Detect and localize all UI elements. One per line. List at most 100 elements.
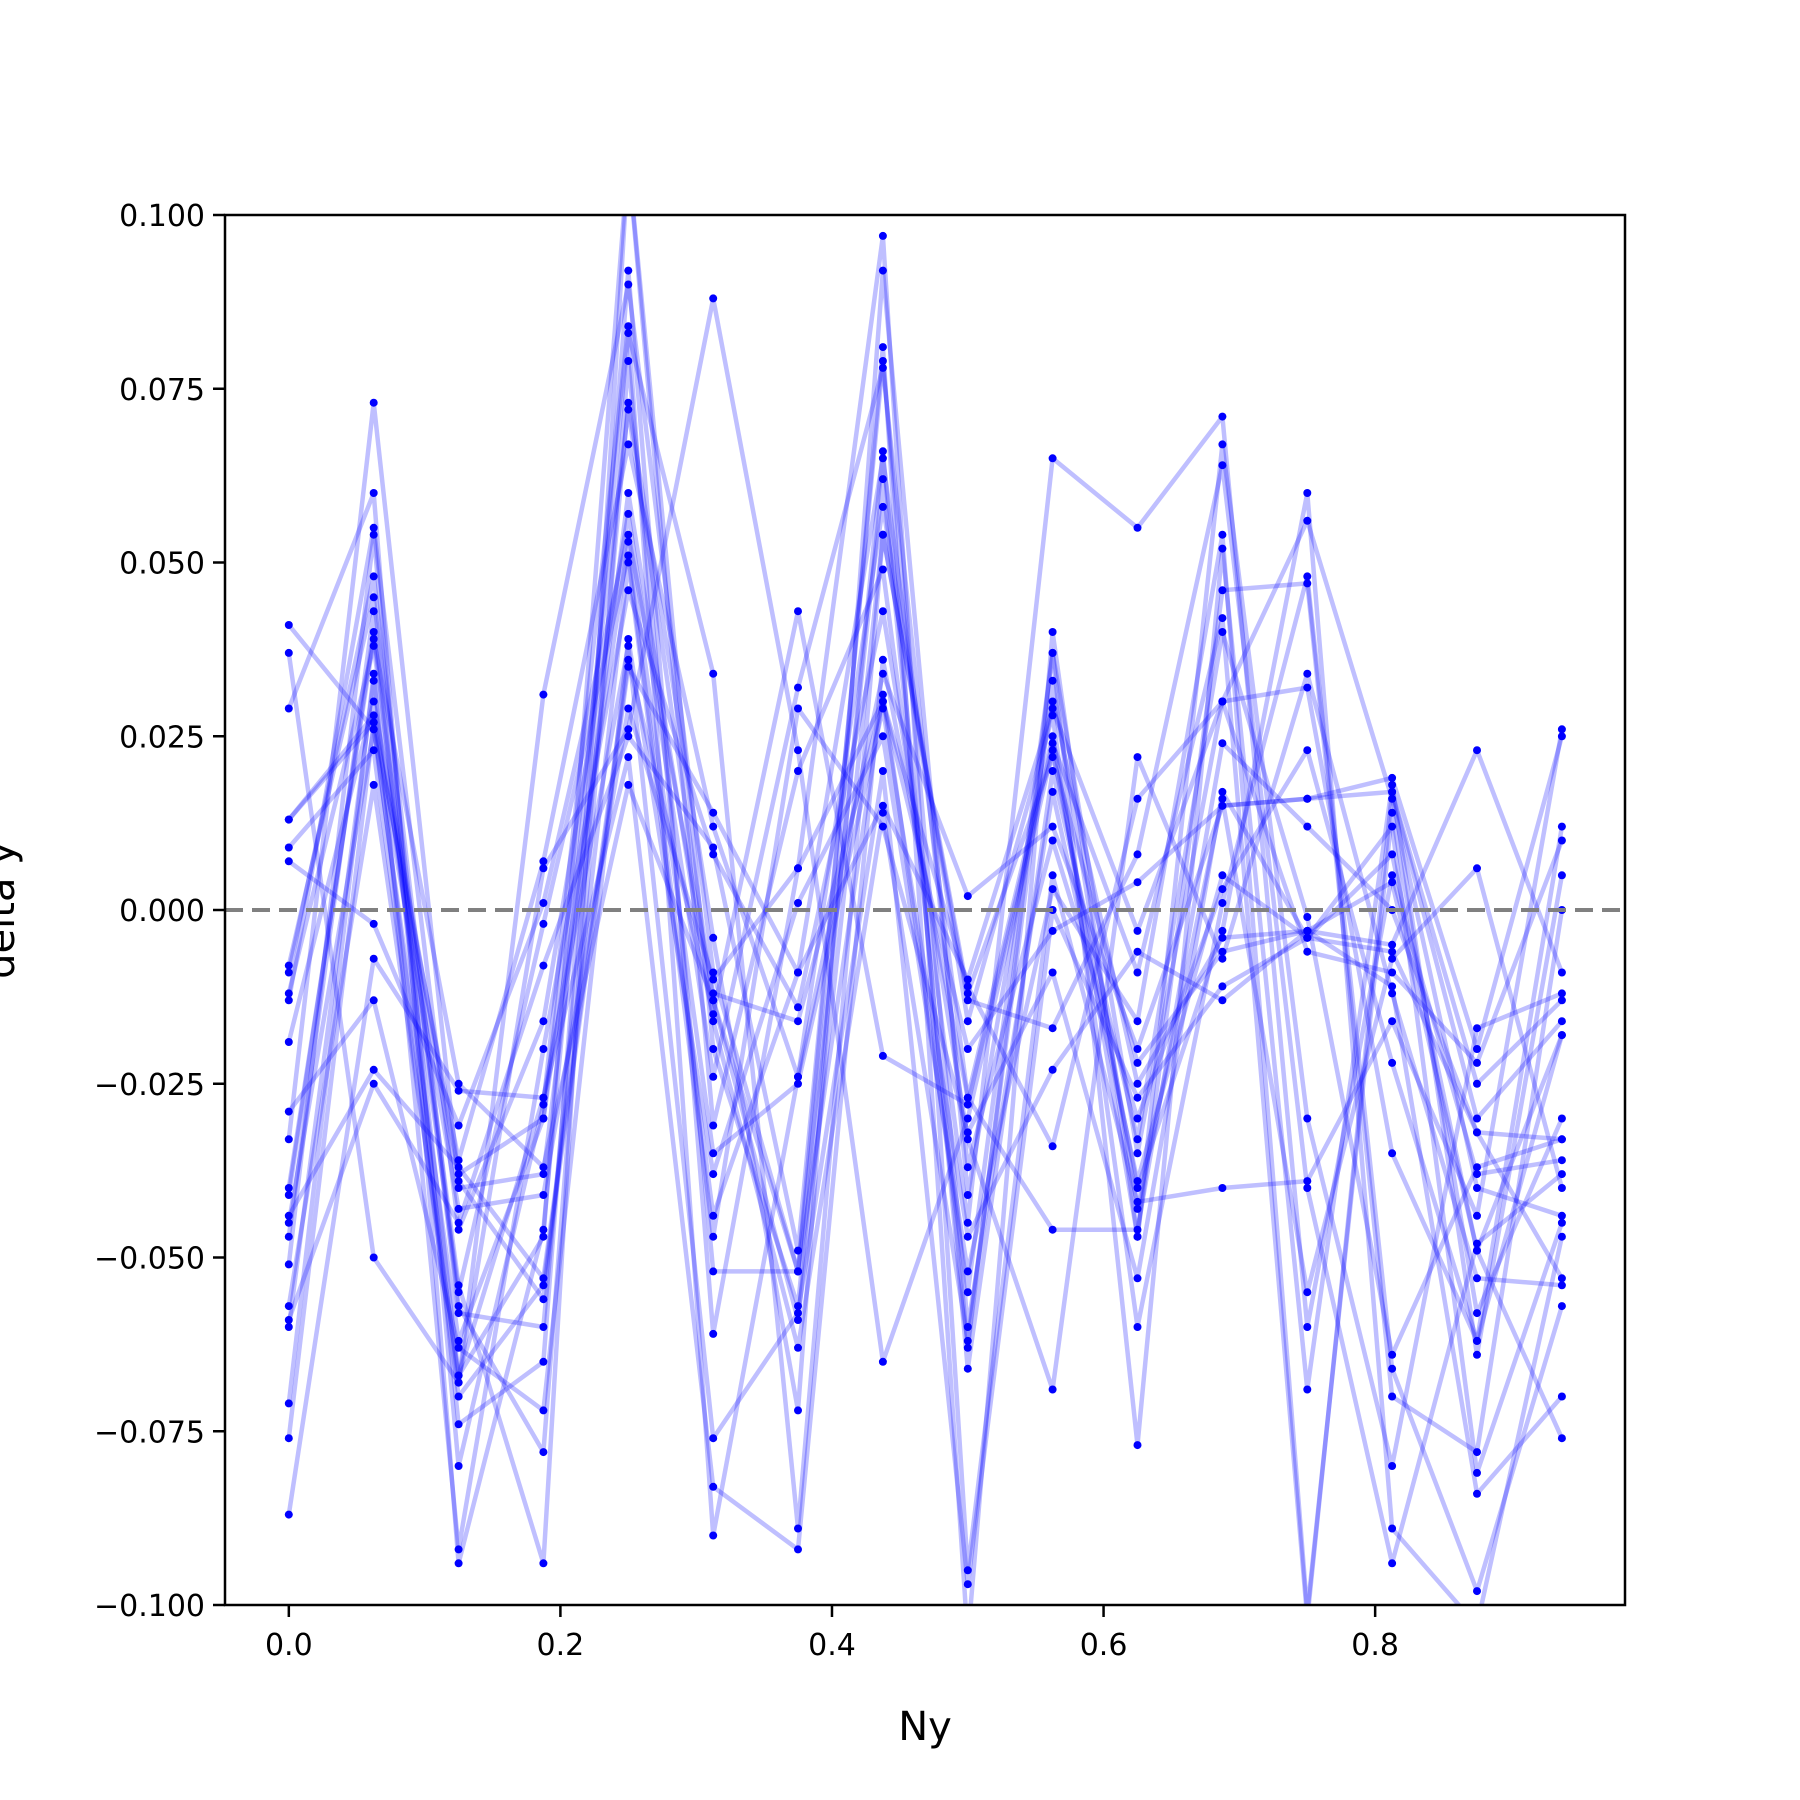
data-point [963,1267,972,1276]
data-point [709,1072,718,1081]
data-point [369,641,378,650]
data-point [1048,732,1057,741]
series-5-line [287,442,1565,1163]
data-point [284,1218,293,1227]
series-8-line [286,268,1565,1413]
data-point [963,1343,972,1352]
data-point [1048,836,1057,845]
data-point [284,648,293,657]
y-tick-label: −0.100 [94,1589,205,1624]
data-point [963,1288,972,1297]
data-point [794,1267,802,1276]
data-point [1557,1218,1566,1227]
data-point [1218,933,1227,942]
data-point [454,1218,463,1227]
data-point [1218,982,1227,991]
data-point [284,1260,293,1269]
y-tick-label: 0.000 [119,894,205,929]
data-point [1557,732,1566,741]
data-point [709,968,718,977]
data-point [1473,1045,1481,1053]
series-7-line [287,532,1564,1128]
data-point [1303,489,1312,497]
data-point [794,968,802,977]
data-point [284,968,293,977]
y-tick-label: −0.075 [94,1415,205,1450]
data-point [1218,787,1227,796]
data-point [709,989,718,998]
data-point [1303,1608,1311,1616]
data-point [794,1017,802,1026]
data-point [624,530,633,539]
data-point [539,1170,548,1179]
data-point [709,850,718,859]
data-point [539,1406,548,1415]
data-point [1048,1024,1057,1033]
data-point [539,1163,548,1172]
data-point [284,621,293,629]
data-point [454,1184,463,1192]
data-point [624,329,633,338]
data-point [1133,947,1142,956]
data-point [1303,683,1312,692]
data-point [1557,1302,1566,1311]
data-point [1388,850,1397,859]
data-point [1557,1017,1566,1026]
data-point [878,704,887,713]
data-point [794,683,802,692]
data-point [709,933,718,942]
data-point [454,1121,463,1130]
data-point [878,363,887,372]
data-point [1303,913,1312,921]
data-point [1473,1489,1481,1498]
data-point [1303,926,1312,935]
data-point [963,1364,972,1373]
data-point [369,919,378,928]
data-point [1133,794,1142,803]
data-point [1218,996,1227,1005]
data-point [454,1392,463,1401]
data-point [1048,628,1057,636]
data-point [709,1017,718,1026]
data-point [963,1336,972,1345]
data-point [1133,1114,1142,1123]
data-point [1133,1225,1142,1234]
data-point [1473,1246,1481,1255]
data-point [284,1232,293,1241]
data-point [709,1329,718,1338]
data-point [1218,926,1227,935]
series-8 [284,266,1566,1415]
data-point [624,440,633,449]
data-point [1473,1239,1481,1248]
series-6 [284,454,1566,1457]
data-point [624,635,633,643]
data-point [1048,787,1057,796]
data-point [963,1323,972,1331]
data-point [794,607,802,616]
data-point [1218,1184,1227,1192]
data-point [878,697,887,706]
data-point [878,655,887,664]
y-tick-label: −0.025 [94,1068,205,1103]
data-point [1133,1274,1142,1283]
data-point [1048,704,1057,713]
data-point [539,1045,548,1053]
data-point [369,398,378,407]
data-point [369,711,378,720]
data-point [963,1135,972,1144]
data-point [1473,1163,1481,1172]
data-point [1133,878,1142,887]
data-point [1133,1058,1142,1067]
data-point [963,1100,972,1109]
data-point [1133,1204,1142,1213]
series-23 [284,586,1566,1554]
x-tick-label: 0.8 [1351,1628,1399,1663]
data-point [1557,1211,1566,1220]
data-point [454,1462,463,1470]
data-point [878,1357,887,1366]
data-point [878,732,887,741]
data-point [284,996,293,1005]
data-point [1218,697,1227,706]
data-point [1473,1622,1481,1630]
data-point [284,1038,293,1046]
